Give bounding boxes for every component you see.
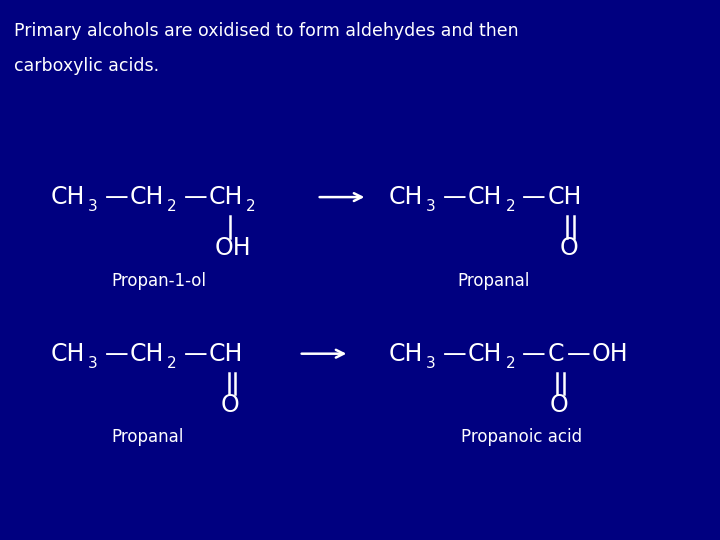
Text: Propanal: Propanal (457, 272, 529, 290)
Text: CH: CH (209, 185, 243, 209)
Text: O: O (559, 237, 578, 260)
Text: OH: OH (215, 237, 251, 260)
Text: —: — (522, 185, 546, 209)
Text: CH: CH (209, 342, 243, 366)
Text: —: — (522, 342, 546, 366)
Text: CH: CH (50, 342, 85, 366)
Text: C: C (547, 342, 564, 366)
Text: 3: 3 (426, 356, 436, 371)
Text: CH: CH (50, 185, 85, 209)
Text: CH: CH (389, 342, 423, 366)
Text: O: O (550, 393, 569, 417)
Text: CH: CH (547, 185, 582, 209)
Text: CH: CH (130, 185, 164, 209)
Text: O: O (221, 393, 240, 417)
Text: —: — (567, 342, 590, 366)
Text: 2: 2 (505, 356, 515, 371)
Text: CH: CH (468, 342, 503, 366)
Text: —: — (184, 185, 207, 209)
Text: —: — (104, 185, 128, 209)
Text: 2: 2 (167, 356, 176, 371)
Text: Propan-1-ol: Propan-1-ol (111, 272, 206, 290)
Text: —: — (184, 342, 207, 366)
Text: 2: 2 (167, 199, 176, 214)
Text: —: — (104, 342, 128, 366)
Text: 3: 3 (88, 356, 98, 371)
Text: Propanal: Propanal (112, 428, 184, 447)
Text: CH: CH (130, 342, 164, 366)
Text: 3: 3 (88, 199, 98, 214)
Text: 2: 2 (246, 199, 256, 214)
Text: 3: 3 (426, 199, 436, 214)
Text: OH: OH (592, 342, 629, 366)
Text: CH: CH (389, 185, 423, 209)
Text: —: — (443, 185, 467, 209)
Text: —: — (443, 342, 467, 366)
Text: 2: 2 (505, 199, 515, 214)
Text: Propanoic acid: Propanoic acid (462, 428, 582, 447)
Text: Primary alcohols are oxidised to form aldehydes and then: Primary alcohols are oxidised to form al… (14, 22, 519, 39)
Text: CH: CH (468, 185, 503, 209)
Text: carboxylic acids.: carboxylic acids. (14, 57, 160, 75)
